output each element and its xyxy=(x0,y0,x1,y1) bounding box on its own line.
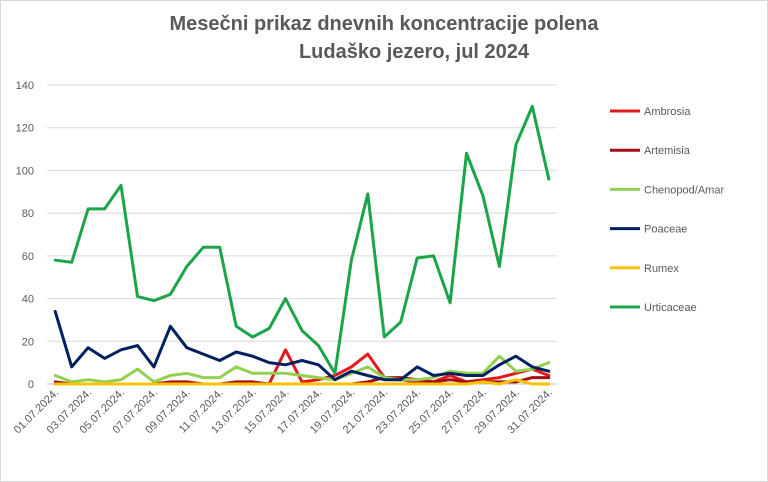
legend-label: Ambrosia xyxy=(644,106,691,118)
chart-subtitle: Ludaško jezero, jul 2024 xyxy=(298,41,530,63)
series-line-ambrosia xyxy=(53,348,551,386)
y-tick-label: 60 xyxy=(22,251,34,263)
y-tick-label: 0 xyxy=(28,379,34,391)
series-line-chenopod-amar xyxy=(53,354,551,384)
chart-title: Mesečni prikaz dnevnih koncentracije pol… xyxy=(169,13,599,35)
series-line-rumex xyxy=(53,378,551,386)
y-tick-label: 40 xyxy=(22,294,34,306)
series-line-poaceae xyxy=(53,309,551,382)
y-tick-label: 20 xyxy=(22,336,34,348)
legend-item: Urticaceae xyxy=(610,302,697,314)
y-tick-label: 140 xyxy=(16,80,34,92)
legend-label: Rumex xyxy=(644,263,679,275)
legend-label: Artemisia xyxy=(644,145,691,157)
y-axis-ticks: 0 20 40 60 80 100 120 140 xyxy=(16,80,34,391)
series-line-urticaceae xyxy=(53,104,551,375)
legend-item: Chenopod/Amar xyxy=(610,184,724,196)
chart-title-block: Mesečni prikaz dnevnih koncentracije pol… xyxy=(0,10,768,66)
legend: Ambrosia Artemisia Chenopod/Amar Poaceae Rum… xyxy=(610,106,724,314)
y-tick-label: 120 xyxy=(16,123,34,135)
gridlines xyxy=(47,84,557,385)
legend-item: Ambrosia xyxy=(610,106,691,118)
legend-item: Artemisia xyxy=(610,145,691,157)
legend-label: Urticaceae xyxy=(644,302,697,314)
y-tick-label: 100 xyxy=(16,165,34,177)
legend-label: Poaceae xyxy=(644,224,687,236)
legend-item: Poaceae xyxy=(610,224,687,236)
y-tick-label: 80 xyxy=(22,208,34,220)
x-axis-ticks: 01.07.2024.03.07.2024.05.07.2024.07.07.2… xyxy=(12,387,555,437)
legend-label: Chenopod/Amar xyxy=(644,184,724,196)
legend-item: Rumex xyxy=(610,263,679,275)
series-lines xyxy=(53,104,551,386)
